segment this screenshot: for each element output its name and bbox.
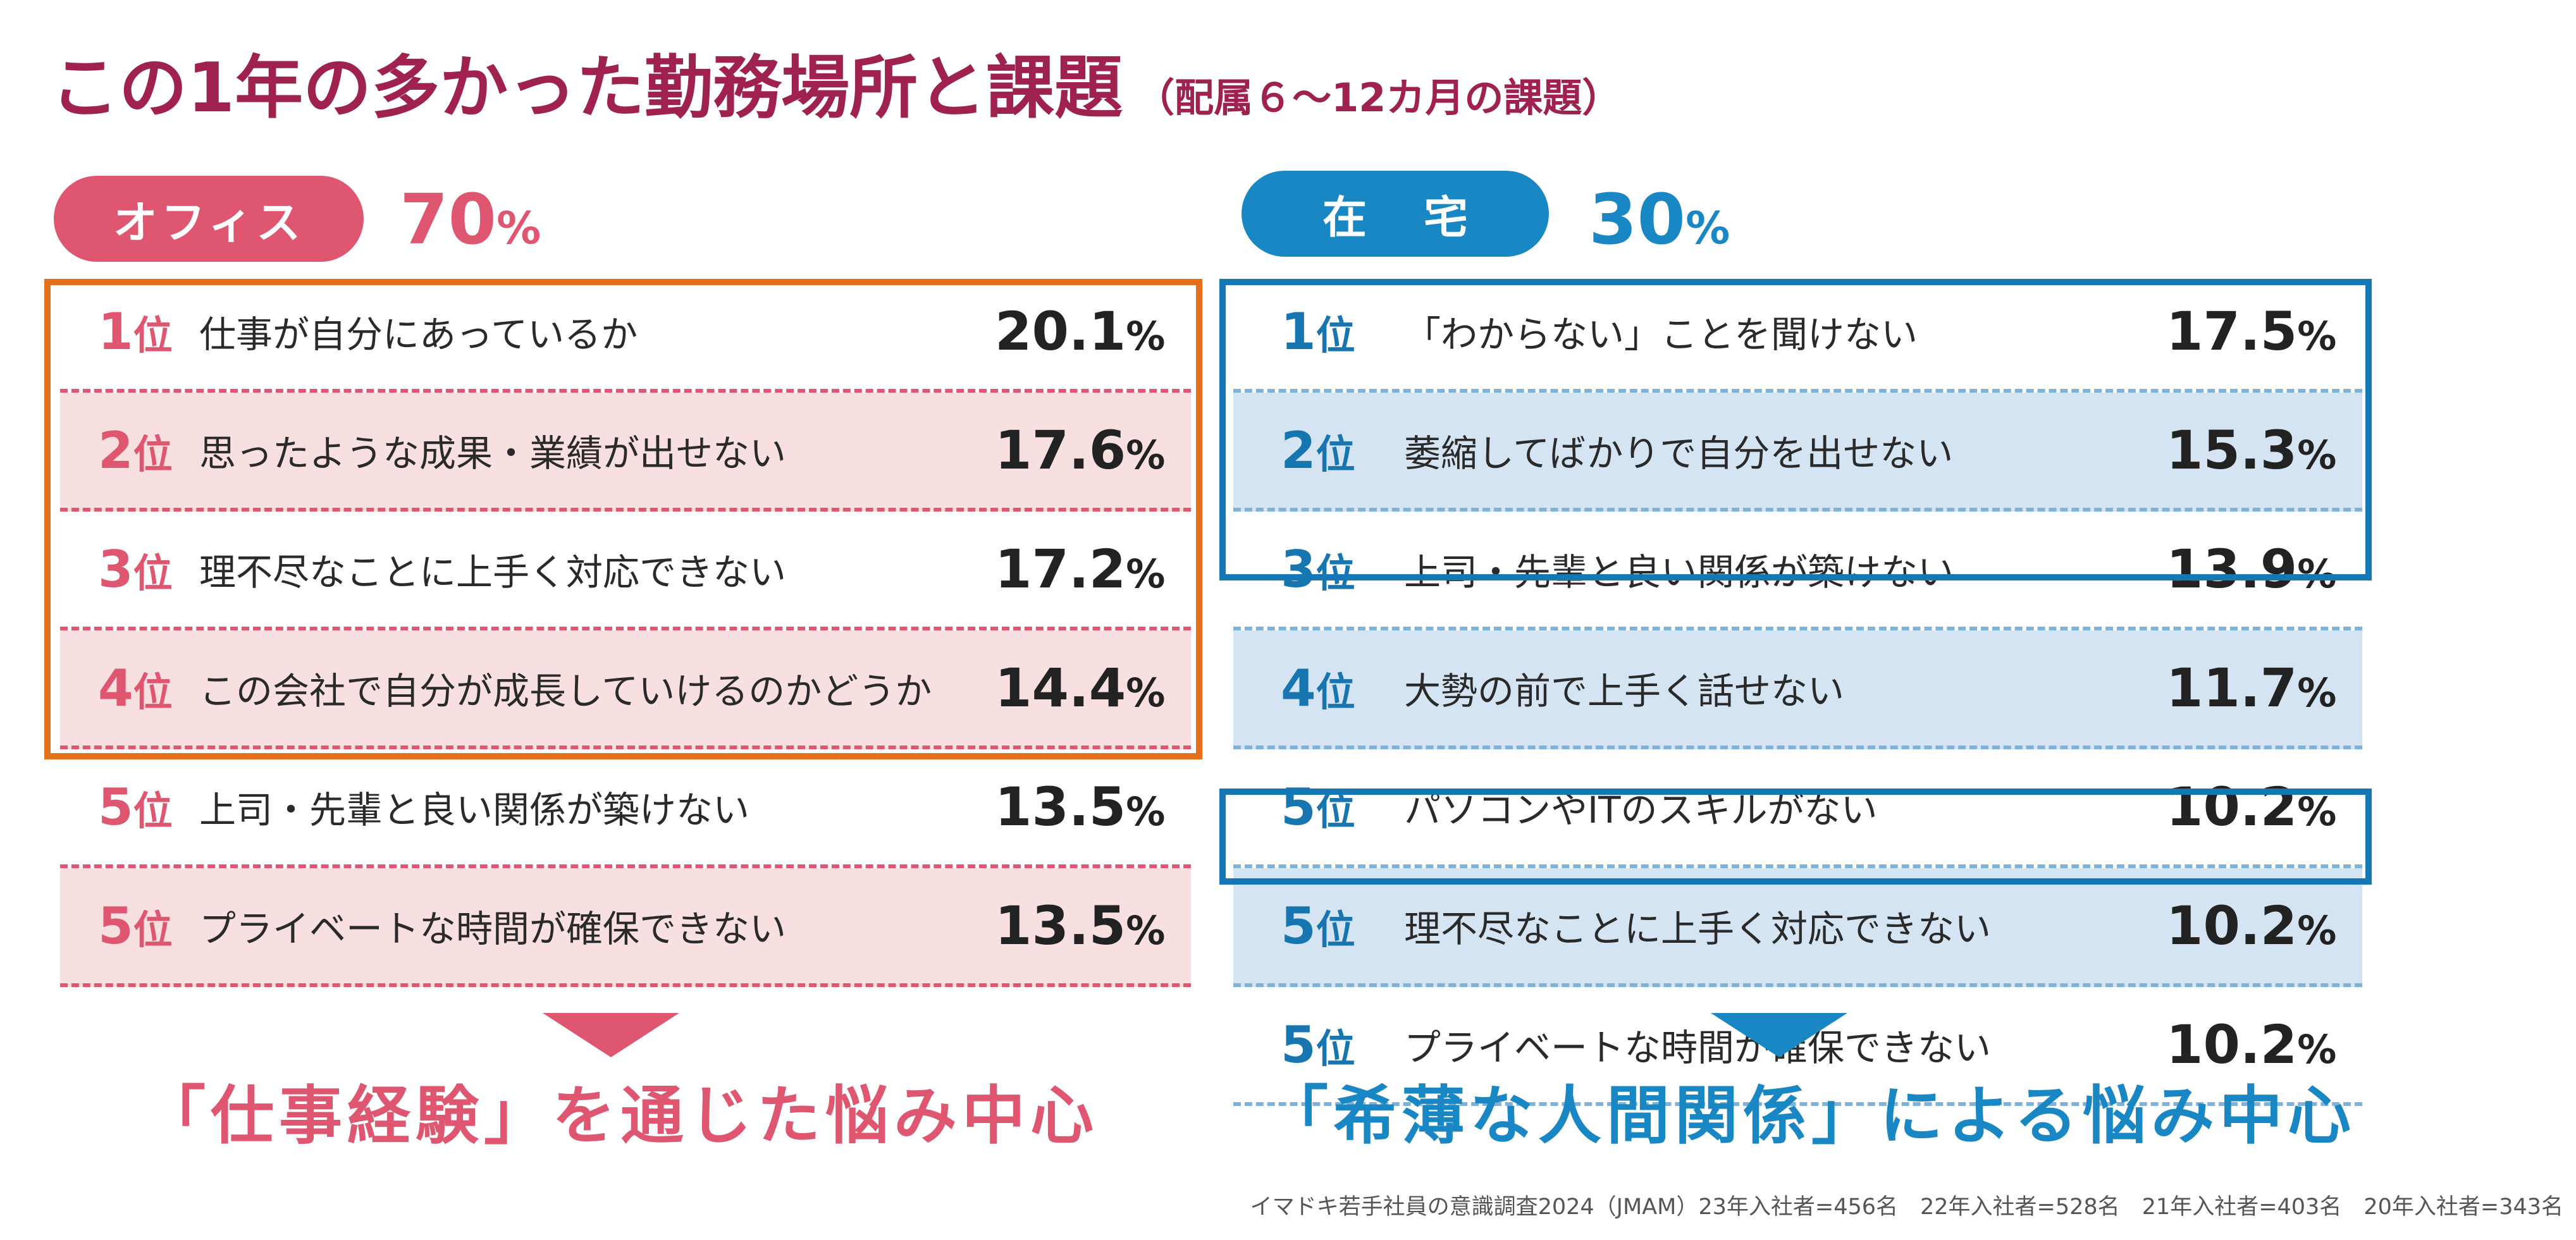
- rank-number: 2位: [98, 420, 173, 480]
- office-highlight-frame: [44, 279, 1202, 759]
- list-item: 1位 仕事が自分にあっているか 20.1%: [60, 274, 1191, 393]
- home-highlight-frame-row: [1219, 789, 2372, 885]
- list-item: 4位 この会社で自分が成長していけるのかどうか 14.4%: [60, 630, 1191, 749]
- issue-label: プライベートな時間が確保できない: [199, 907, 787, 950]
- issue-percent: 17.5%: [2166, 300, 2337, 362]
- home-ranking-list: 1位 「わからない」ことを聞けない 17.5% 2位 萎縮してばかりで自分を出せ…: [1233, 274, 2362, 1106]
- issue-percent: 10.2%: [2166, 1014, 2337, 1076]
- issue-percent: 13.5%: [995, 895, 1166, 957]
- list-item: 2位 萎縮してばかりで自分を出せない 15.3%: [1233, 393, 2362, 512]
- list-item: 1位 「わからない」ことを聞けない 17.5%: [1233, 274, 2362, 393]
- home-badge: 在宅: [1242, 171, 1549, 257]
- issue-percent: 13.5%: [995, 776, 1166, 838]
- rank-number: 5位: [1281, 1015, 1355, 1074]
- issue-label: 上司・先輩と良い関係が築けない: [1404, 551, 1955, 594]
- list-item: 5位 プライベートな時間が確保できない 10.2%: [1233, 987, 2362, 1106]
- rank-number: 4位: [1281, 658, 1355, 718]
- issue-label: 上司・先輩と良い関係が築けない: [199, 789, 750, 832]
- home-down-arrow-icon: [1711, 1013, 1847, 1057]
- rank-number: 5位: [98, 777, 173, 837]
- issue-label: パソコンやITのスキルがない: [1404, 789, 1878, 832]
- rank-number: 4位: [98, 658, 173, 718]
- rank-number: 5位: [1281, 896, 1355, 955]
- issue-percent: 11.7%: [2166, 657, 2337, 719]
- rank-number: 5位: [98, 896, 173, 955]
- list-item: 2位 思ったような成果・業績が出せない 17.6%: [60, 393, 1191, 512]
- source-note: イマドキ若手社員の意識調査2024（JMAM）23年入社者=456名 22年入社…: [1250, 1194, 2563, 1220]
- rank-number: 1位: [98, 302, 173, 361]
- list-item: 3位 上司・先輩と良い関係が築けない 13.9%: [1233, 512, 2362, 630]
- issue-percent: 10.2%: [2166, 895, 2337, 957]
- rank-number: 2位: [1281, 420, 1355, 480]
- rank-number: 3位: [1281, 539, 1355, 599]
- issue-percent: 10.2%: [2166, 776, 2337, 838]
- issue-percent: 14.4%: [995, 657, 1166, 719]
- issue-label: 萎縮してばかりで自分を出せない: [1404, 432, 1954, 475]
- issue-label: 理不尽なことに上手く対応できない: [1404, 907, 1992, 950]
- rank-number: 3位: [98, 539, 173, 599]
- rank-number: 5位: [1281, 777, 1355, 837]
- issue-label: 理不尽なことに上手く対応できない: [199, 551, 787, 594]
- title-main: この1年の多かった勤務場所と課題: [51, 49, 1123, 128]
- office-summary: 「仕事経験」を通じた悩み中心: [142, 1079, 1099, 1153]
- list-item: 5位 パソコンやITのスキルがない 10.2%: [1233, 749, 2362, 868]
- home-highlight-frame-top: [1219, 279, 2372, 580]
- home-percent: 30%: [1589, 179, 1730, 260]
- rank-number: 1位: [1281, 302, 1355, 361]
- issue-percent: 17.2%: [995, 538, 1166, 600]
- issue-percent: 15.3%: [2166, 419, 2337, 481]
- issue-label: 「わからない」ことを聞けない: [1404, 313, 1918, 356]
- issue-label: 仕事が自分にあっているか: [199, 313, 638, 356]
- list-item: 4位 大勢の前で上手く話せない 11.7%: [1233, 630, 2362, 749]
- list-item: 5位 理不尽なことに上手く対応できない 10.2%: [1233, 868, 2362, 987]
- office-ranking-list: 1位 仕事が自分にあっているか 20.1% 2位 思ったような成果・業績が出せな…: [60, 274, 1191, 987]
- home-summary: 「希薄な人間関係」による悩み中心: [1265, 1079, 2356, 1153]
- issue-label: プライベートな時間が確保できない: [1404, 1026, 1992, 1069]
- list-item: 5位 プライベートな時間が確保できない 13.5%: [60, 868, 1191, 987]
- issue-percent: 13.9%: [2166, 538, 2337, 600]
- list-item: 3位 理不尽なことに上手く対応できない 17.2%: [60, 512, 1191, 630]
- issue-label: この会社で自分が成長していけるのかどうか: [199, 670, 932, 713]
- issue-percent: 17.6%: [995, 419, 1166, 481]
- issue-label: 思ったような成果・業績が出せない: [199, 432, 787, 475]
- issue-percent: 20.1%: [995, 300, 1166, 362]
- office-down-arrow-icon: [543, 1013, 679, 1057]
- issue-label: 大勢の前で上手く話せない: [1404, 670, 1845, 713]
- title-sub: （配属６～12カ月の課題）: [1135, 75, 1622, 121]
- office-percent: 70%: [400, 179, 541, 260]
- list-item: 5位 上司・先輩と良い関係が築けない 13.5%: [60, 749, 1191, 868]
- page-title: この1年の多かった勤務場所と課題 （配属６～12カ月の課題）: [51, 32, 1621, 155]
- office-badge: オフィス: [54, 176, 364, 262]
